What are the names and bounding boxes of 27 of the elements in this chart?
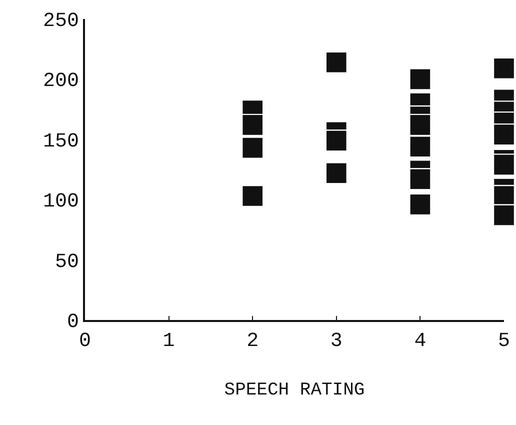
x-tick-label: 5 <box>498 330 510 353</box>
x-tick-label: 4 <box>414 330 426 353</box>
point <box>325 162 348 184</box>
x-axis-title: SPEECH RATING <box>224 380 365 401</box>
point <box>492 123 516 146</box>
point <box>409 193 432 216</box>
y-tick-label: 150 <box>42 130 79 154</box>
point <box>492 57 516 80</box>
point <box>409 136 432 158</box>
x-tick-label: 2 <box>246 330 259 353</box>
point <box>242 136 264 159</box>
y-tick-label: 50 <box>54 250 79 274</box>
point <box>492 154 516 176</box>
point <box>325 130 348 152</box>
point <box>325 51 348 74</box>
x-tick-label: 1 <box>162 330 175 353</box>
x-tick-label: 3 <box>330 330 342 353</box>
point <box>409 68 432 90</box>
y-tick-label: 250 <box>42 10 79 33</box>
y-tick-label: 100 <box>42 190 79 214</box>
point <box>492 204 516 226</box>
y-tick-label: 200 <box>42 70 79 94</box>
point <box>242 114 264 136</box>
point <box>409 114 432 136</box>
y-tick-label: 0 <box>66 311 79 334</box>
point <box>242 184 264 208</box>
point <box>409 168 432 190</box>
